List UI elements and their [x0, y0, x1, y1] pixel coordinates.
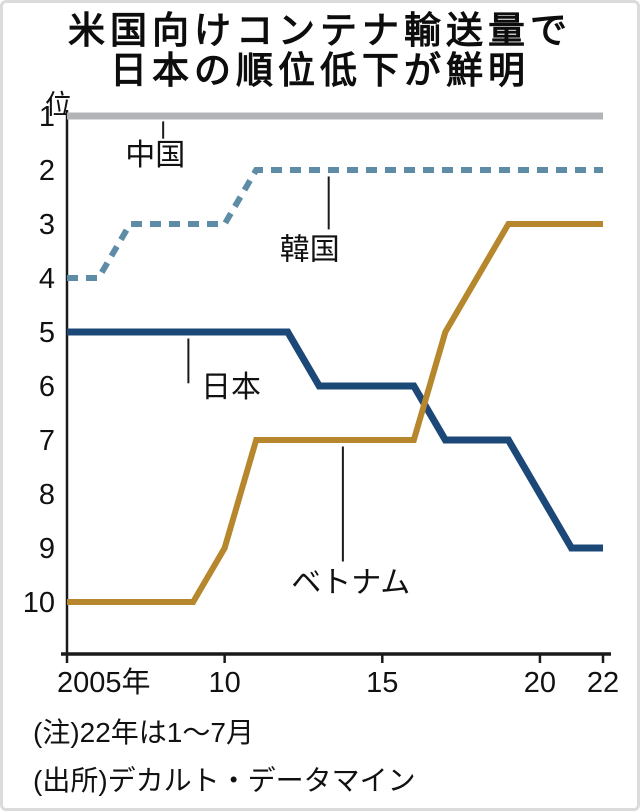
footnote-source: (出所)デカルト・データマイン	[33, 764, 416, 796]
series-line-vietnam	[67, 221, 603, 605]
series-label-japan: 日本	[201, 371, 261, 404]
chart-title-line2: 日本の順位低下が鮮明	[110, 49, 530, 91]
chart-title: 米国向けコンテナ輸送量で 日本の順位低下が鮮明	[3, 11, 637, 91]
series-label-korea: 韓国	[280, 233, 340, 266]
x-tick-label: 2005年	[57, 666, 151, 699]
series-label-china: 中国	[125, 139, 185, 172]
chart-title-line1: 米国向けコンテナ輸送量で	[68, 10, 572, 51]
y-tick-label: 2	[39, 155, 55, 187]
y-tick-label: 7	[39, 425, 55, 457]
footnotes: (注)22年は1～7月 (出所)デカルト・データマイン	[33, 709, 416, 804]
y-tick-label: 9	[39, 533, 55, 565]
y-tick-label: 1	[39, 101, 55, 133]
series-line-korea	[67, 167, 603, 281]
y-tick-label: 6	[39, 371, 55, 403]
y-tick-label: 3	[39, 209, 55, 241]
y-tick-label: 10	[23, 587, 55, 619]
x-tick-label: 15	[366, 667, 398, 699]
y-tick-label: 5	[39, 317, 55, 349]
y-tick-label: 4	[39, 263, 55, 295]
footnote-note: (注)22年は1～7月	[33, 717, 254, 748]
y-tick-label: 8	[39, 479, 55, 511]
series-line-japan	[67, 328, 603, 552]
x-tick-label: 22	[587, 667, 619, 699]
x-tick-label: 10	[209, 667, 241, 699]
series-label-vietnam: ベトナム	[291, 566, 410, 599]
x-tick-label: 20	[524, 667, 556, 699]
